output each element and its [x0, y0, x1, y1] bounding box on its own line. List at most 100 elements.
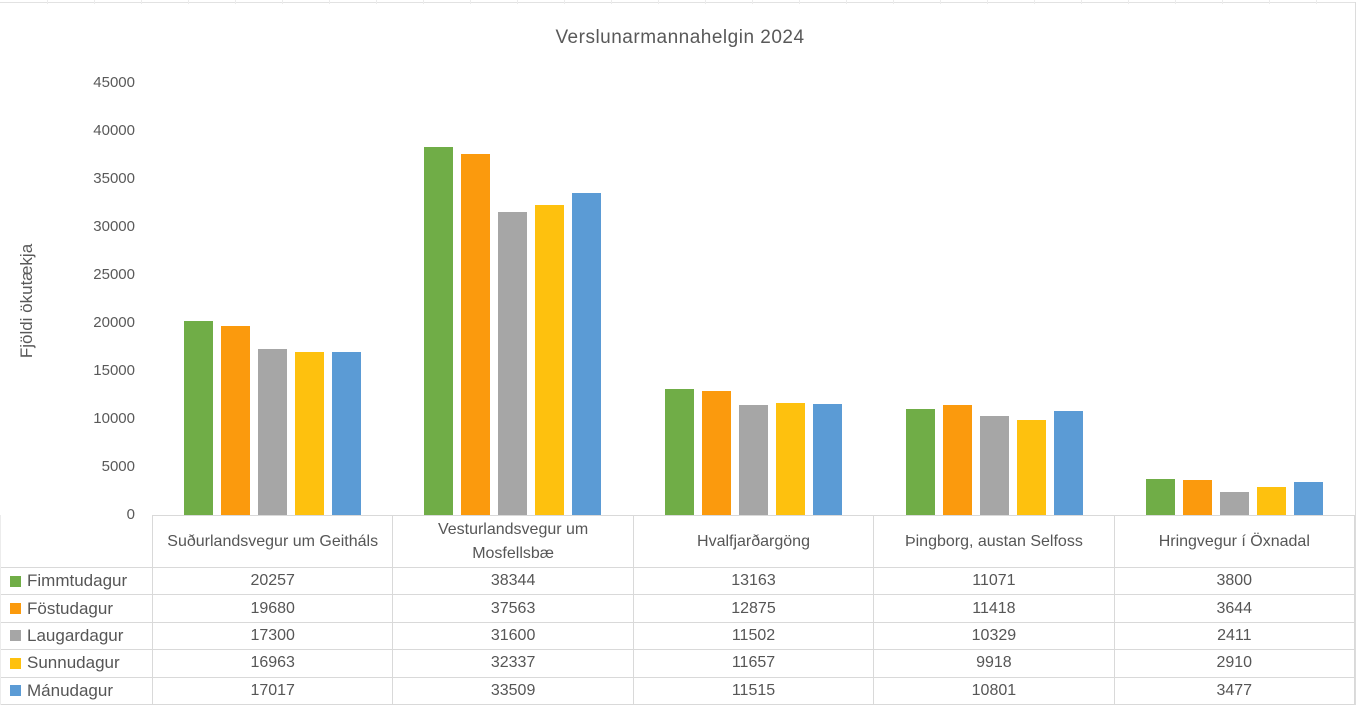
- gridline-tick: [940, 0, 941, 4]
- value-cell: 17300: [153, 622, 394, 651]
- plot-area: [152, 83, 1355, 515]
- gridline-tick: [1128, 0, 1129, 4]
- gridline-tick: [141, 0, 142, 4]
- bar-laugardagur: [498, 211, 528, 515]
- value-cell: 2910: [1114, 650, 1355, 678]
- value-cell: 19680: [153, 595, 394, 623]
- value-cell: 3644: [1114, 595, 1355, 623]
- y-tick-label: 25000: [93, 266, 135, 283]
- gridline-tick: [705, 0, 706, 4]
- category-label: Hvalfjarðargöng: [633, 515, 875, 568]
- bar-group: [393, 83, 634, 515]
- gridline-tick: [564, 0, 565, 4]
- gridline-tick: [1222, 0, 1223, 4]
- bar-mánudagur: [1294, 481, 1324, 515]
- gridline-tick: [799, 0, 800, 4]
- bar-laugardagur: [257, 348, 287, 515]
- gridline-tick: [517, 0, 518, 4]
- bar-mánudagur: [1053, 411, 1083, 515]
- gridline-tick: [1269, 0, 1270, 4]
- value-cell: 11071: [874, 568, 1115, 596]
- value-cell: 11515: [633, 677, 875, 705]
- category-label: Vesturlandsvegur um Mosfellsbæ: [393, 515, 634, 568]
- value-cell: 31600: [393, 622, 634, 651]
- gridline-tick: [94, 0, 95, 4]
- gridline-tick: [1175, 0, 1176, 4]
- gridline-tick: [846, 0, 847, 4]
- gridline-tick: [282, 0, 283, 4]
- bar-fimmtudagur: [1146, 478, 1176, 515]
- bar-föstudagur: [220, 326, 250, 515]
- y-tick-label: 35000: [93, 170, 135, 187]
- legend-label: Föstudagur: [27, 598, 113, 618]
- bar-sunnudagur: [1257, 487, 1287, 515]
- gridline-tick: [376, 0, 377, 4]
- gridline-tick: [658, 0, 659, 4]
- legend-corner-cell: [1, 515, 153, 568]
- y-tick-label: 30000: [93, 218, 135, 235]
- bar-föstudagur: [461, 154, 491, 515]
- y-tick-label: 0: [126, 506, 135, 523]
- value-cell: 20257: [153, 568, 394, 596]
- legend-label: Fimmtudagur: [27, 571, 128, 591]
- value-cell: 3800: [1114, 568, 1355, 596]
- value-cell: 3477: [1114, 677, 1355, 705]
- legend-item: Sunnudagur: [1, 650, 153, 678]
- gridline-tick: [1316, 0, 1317, 4]
- y-tick-label: 10000: [93, 410, 135, 427]
- bar-group: [874, 83, 1115, 515]
- chart-right-border: [1355, 2, 1356, 705]
- bar-sunnudagur: [535, 204, 565, 515]
- value-cell: 37563: [393, 595, 634, 623]
- bar-laugardagur: [1220, 491, 1250, 515]
- value-cell: 12875: [633, 595, 875, 623]
- gridline-tick: [47, 0, 48, 4]
- y-tick-label: 40000: [93, 122, 135, 139]
- gridline-tick: [893, 0, 894, 4]
- y-axis-title: Fjöldi ökutækja: [17, 243, 36, 359]
- gridline-tick: [1034, 0, 1035, 4]
- bar-sunnudagur: [775, 403, 805, 515]
- legend-label: Laugardagur: [27, 625, 124, 645]
- legend-swatch-icon: [10, 657, 21, 669]
- legend-swatch-icon: [10, 685, 21, 697]
- legend-swatch-icon: [10, 630, 21, 642]
- legend-label: Sunnudagur: [27, 653, 120, 673]
- gridline-tick: [329, 0, 330, 4]
- value-cell: 13163: [633, 568, 875, 596]
- bar-fimmtudagur: [424, 146, 454, 515]
- bar-laugardagur: [979, 415, 1009, 515]
- y-tick-label: 20000: [93, 314, 135, 331]
- gridline-tick: [1081, 0, 1082, 4]
- value-cell: 11418: [874, 595, 1115, 623]
- bar-group: [633, 83, 874, 515]
- gridline-tick: [188, 0, 189, 4]
- bar-group: [1114, 83, 1355, 515]
- value-cell: 10329: [874, 622, 1115, 651]
- legend-item: Laugardagur: [1, 622, 153, 651]
- bar-sunnudagur: [294, 352, 324, 515]
- bar-föstudagur: [701, 391, 731, 515]
- bar-group: [152, 83, 393, 515]
- value-cell: 16963: [153, 650, 394, 678]
- category-label: Hringvegur í Öxnadal: [1114, 515, 1355, 568]
- bar-mánudagur: [331, 351, 361, 515]
- bar-föstudagur: [942, 405, 972, 515]
- value-cell: 10801: [874, 677, 1115, 705]
- gridline-tick: [470, 0, 471, 4]
- gridline-tick: [423, 0, 424, 4]
- legend-item: Fimmtudagur: [1, 568, 153, 596]
- value-cell: 38344: [393, 568, 634, 596]
- value-cell: 11657: [633, 650, 875, 678]
- category-label: Suðurlandsvegur um Geitháls: [153, 515, 394, 568]
- bar-laugardagur: [738, 404, 768, 515]
- legend-item: Föstudagur: [1, 595, 153, 623]
- value-cell: 11502: [633, 622, 875, 651]
- legend-swatch-icon: [10, 575, 21, 587]
- bar-mánudagur: [572, 193, 602, 515]
- bar-fimmtudagur: [183, 320, 213, 515]
- bar-fimmtudagur: [664, 388, 694, 515]
- y-tick-label: 15000: [93, 362, 135, 379]
- legend-swatch-icon: [10, 603, 21, 615]
- gridline-tick: [752, 0, 753, 4]
